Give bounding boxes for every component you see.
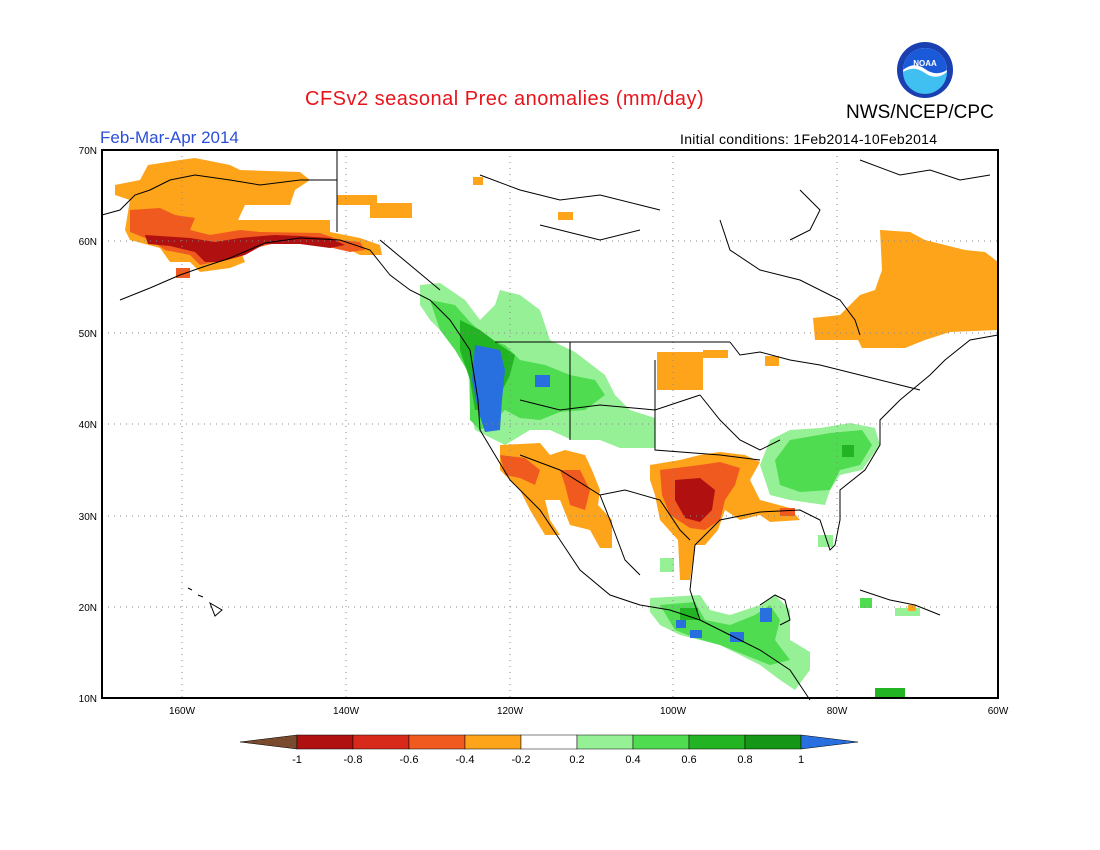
colorbar-label-02: 0.2 <box>569 754 584 766</box>
lat-label-70n: 70N <box>79 146 97 157</box>
initial-conditions-label: Initial conditions: 1Feb2014-10Feb2014 <box>680 131 938 147</box>
noaa-logo-text: NOAA <box>913 59 937 68</box>
anomaly-idaho-blue <box>535 375 550 387</box>
agency-label: NWS/NCEP/CPC <box>846 102 994 123</box>
colorbar-swatch-minus04 <box>464 734 522 750</box>
colorbar-label-minus04: -0.4 <box>456 754 475 766</box>
lon-label-60w: 60W <box>988 706 1009 717</box>
anomaly-haiti-green <box>895 608 920 616</box>
anomaly-midwest-orange-b <box>703 350 728 358</box>
colorbar-swatch-08 <box>744 734 802 750</box>
anomaly-mexico-blue-b <box>690 630 702 638</box>
latitude-labels: 70N 60N 50N 40N 30N 20N 10N <box>79 146 97 705</box>
lat-label-60n: 60N <box>79 237 97 248</box>
graticule <box>102 150 998 698</box>
anomaly-yukon-orange-b <box>370 203 412 218</box>
anomaly-texas-darkred <box>675 478 715 522</box>
lon-label-80w: 80W <box>827 706 848 717</box>
noaa-logo-icon: NOAA <box>897 42 953 98</box>
coastlines <box>101 150 999 701</box>
colorbar-label-minus02: -0.2 <box>512 754 531 766</box>
chart-title: CFSv2 seasonal Prec anomalies (mm/day) <box>305 88 705 110</box>
anomaly-arizona-red <box>560 470 590 510</box>
lon-label-140w: 140W <box>333 706 360 717</box>
colorbar-swatch-lt-minus1 <box>239 734 298 750</box>
colorbar-swatch-minus08 <box>352 734 410 750</box>
colorbar-label-04: 0.4 <box>625 754 640 766</box>
anomaly-fields <box>115 158 998 698</box>
colorbar-swatch-04 <box>632 734 690 750</box>
anomaly-sa-green <box>875 688 905 698</box>
anomaly-oregon-blue <box>472 345 505 432</box>
lat-label-40n: 40N <box>79 420 97 431</box>
colorbar-label-minus1: -1 <box>292 754 302 766</box>
anomaly-michigan-orange <box>765 356 779 366</box>
anomaly-yucatan-blue <box>760 608 772 622</box>
anomaly-cuba-green <box>860 598 872 608</box>
colorbar-swatch-06 <box>688 734 746 750</box>
colorbar-swatch-02 <box>576 734 634 750</box>
anomaly-arctic-orange <box>473 177 483 185</box>
anomaly-hudson-orange <box>558 212 573 220</box>
lon-label-120w: 120W <box>497 706 524 717</box>
longitude-labels: 160W 140W 120W 100W 80W 60W <box>169 706 1009 717</box>
anomaly-alaska-darkred <box>145 235 345 262</box>
hawaii-islands <box>187 587 223 617</box>
colorbar-swatch-minus06 <box>408 734 466 750</box>
colorbar-label-minus08: -0.8 <box>344 754 363 766</box>
colorbar-label-06: 0.6 <box>681 754 696 766</box>
lat-label-30n: 30N <box>79 512 97 523</box>
colorbar-swatch-neutral <box>520 734 578 750</box>
anomaly-haiti-orange <box>908 605 916 611</box>
lon-label-160w: 160W <box>169 706 196 717</box>
anomaly-mexico-blue <box>676 620 686 628</box>
anomaly-yukon-orange <box>337 195 377 205</box>
lat-label-20n: 20N <box>79 603 97 614</box>
map-frame <box>101 149 999 699</box>
lat-label-50n: 50N <box>79 329 97 340</box>
colorbar-swatch-gt-1 <box>800 734 859 750</box>
anomaly-nc-darkgreen <box>842 445 854 457</box>
colorbar-label-1: 1 <box>798 754 804 766</box>
season-label: Feb-Mar-Apr 2014 <box>100 128 239 147</box>
anomaly-guatemala-blue <box>730 632 744 642</box>
colorbar-label-08: 0.8 <box>737 754 752 766</box>
colorbar-labels: -1 -0.8 -0.6 -0.4 -0.2 0.2 0.4 0.6 0.8 1 <box>292 754 804 766</box>
anomaly-florida-green <box>818 535 833 547</box>
lat-label-10n: 10N <box>79 694 97 705</box>
lon-label-100w: 100W <box>660 706 687 717</box>
colorbar <box>239 734 859 750</box>
colorbar-label-minus06: -0.6 <box>400 754 419 766</box>
anomaly-sonora-lightgreen <box>660 558 674 572</box>
anomaly-mexico-darkgreen <box>680 608 698 620</box>
anomaly-alaska-red <box>130 208 365 265</box>
anomaly-alaska-small-red <box>176 268 190 278</box>
anomaly-midwest-orange <box>657 352 703 390</box>
anomaly-labrador-orange <box>813 230 998 348</box>
anomaly-gulf-red <box>780 508 795 516</box>
colorbar-swatch-minus1 <box>296 734 354 750</box>
